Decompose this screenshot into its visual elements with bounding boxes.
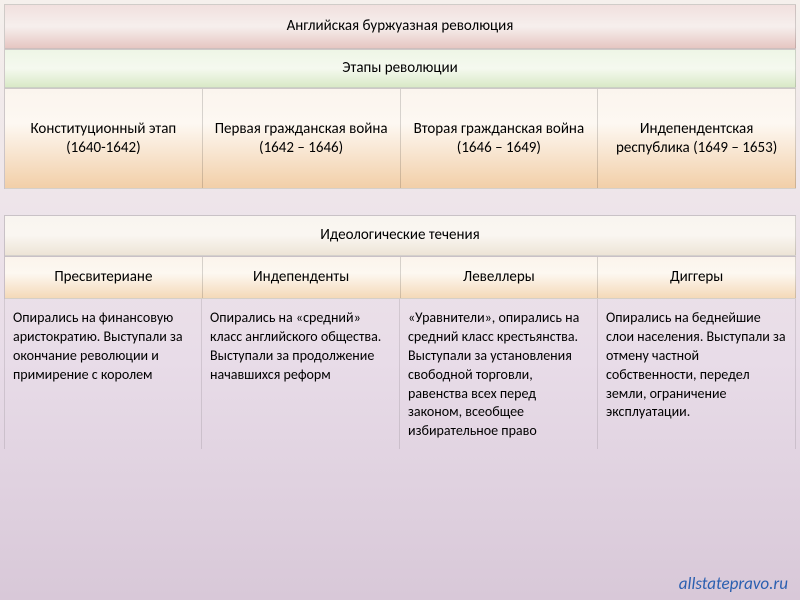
- ideology-desc: Опирались на финансовую аристократию. Вы…: [4, 299, 202, 449]
- spacer: [4, 189, 796, 215]
- stage-cell: Первая гражданская война (1642 – 1646): [203, 89, 401, 189]
- stage-cell: Индепендентская республика (1649 – 1653): [598, 89, 796, 189]
- ideology-name: Индепенденты: [203, 257, 401, 299]
- ideology-name: Пресвитериане: [5, 257, 203, 299]
- ideology-name: Диггеры: [598, 257, 796, 299]
- stages-row: Конституционный этап (1640-1642) Первая …: [4, 88, 796, 189]
- ideology-desc: Опирались на беднейшие слои населения. В…: [598, 299, 796, 449]
- ideologies-title: Идеологические течения: [5, 216, 796, 256]
- stages-title-row: Этапы революции: [4, 49, 796, 88]
- stage-cell: Конституционный этап (1640-1642): [5, 89, 203, 189]
- watermark: allstatepravo.ru: [679, 573, 788, 594]
- ideology-desc: Опирались на «средний» класс английского…: [202, 299, 400, 449]
- main-title: Английская буржуазная революция: [5, 5, 796, 49]
- main-title-row: Английская буржуазная революция: [4, 4, 796, 49]
- ideologies-title-row: Идеологические течения: [4, 215, 796, 256]
- stages-title: Этапы революции: [5, 50, 796, 88]
- ideology-name: Левеллеры: [401, 257, 599, 299]
- diagram-container: Английская буржуазная революция Этапы ре…: [0, 0, 800, 453]
- ideologies-header-row: Пресвитериане Индепенденты Левеллеры Диг…: [4, 256, 796, 299]
- ideology-desc: «Уравнители», опирались на средний класс…: [400, 299, 598, 449]
- stage-cell: Вторая гражданская война (1646 – 1649): [401, 89, 599, 189]
- ideologies-body-row: Опирались на финансовую аристократию. Вы…: [4, 299, 796, 449]
